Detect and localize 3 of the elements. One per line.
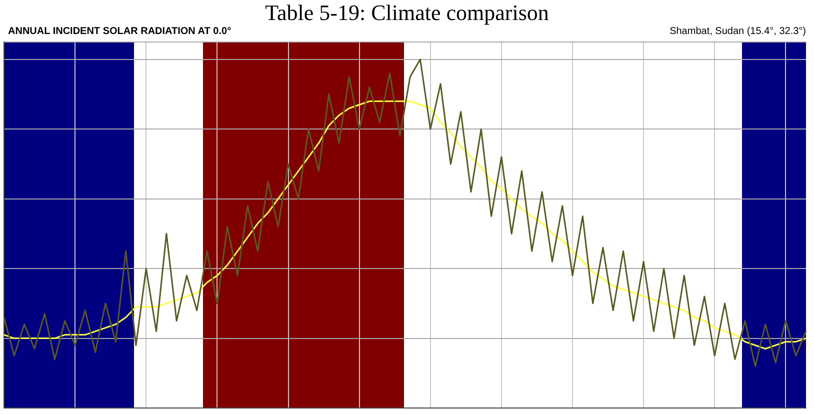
- chart-title: Table 5-19: Climate comparison: [264, 0, 550, 26]
- text: Shambat, Sudan (15.4°, 32.3°): [670, 26, 806, 39]
- chart-subtitle: ANNUAL INCIDENT SOLAR RADIATION AT 0.0°: [8, 26, 232, 39]
